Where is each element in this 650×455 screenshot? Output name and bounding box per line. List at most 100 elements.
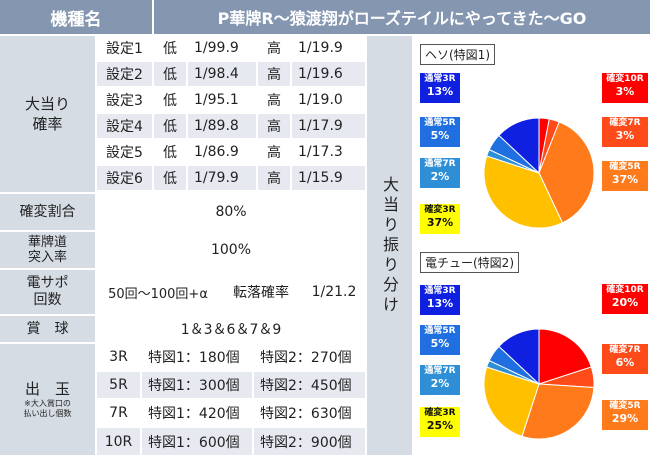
pie-slice-確変5R (521, 383, 595, 440)
jackpot-low-value: 1/99.9 (188, 36, 256, 60)
jackpot-low-label: 低 (154, 114, 186, 138)
pie-label-確変7R: 確変7R 3% (602, 117, 648, 147)
jackpot-high-value: 1/15.9 (292, 166, 365, 190)
pie-label-percent: 13% (426, 85, 454, 98)
pie-label-通常5R: 通常5R 5% (420, 117, 460, 147)
pie-label-name: 通常3R (424, 74, 456, 84)
jackpot-high-label: 高 (258, 88, 290, 112)
jackpot-low-value: 1/98.4 (188, 62, 256, 86)
pie-slice-確変3R (483, 155, 564, 229)
dedama-note-1: ※大入賞口の (24, 398, 71, 408)
dedama-note-2: 払い出し個数 (23, 408, 72, 418)
jackpot-setting: 設定3 (97, 88, 152, 112)
pie-slice-確変10R (538, 328, 592, 385)
pie-label-確変3R: 確変3R 25% (420, 407, 460, 437)
jackpot-low-label: 低 (154, 140, 186, 164)
pie-label-確変7R: 確変7R 6% (602, 344, 648, 374)
pie-slice-通常3R (498, 328, 540, 386)
dedama-tokuzu2: 特図2：270個 (254, 344, 365, 370)
pie-label-percent: 2% (430, 170, 450, 183)
model-label: 機種名 (0, 0, 152, 34)
dedama-tokuzu1: 特図1：300個 (142, 372, 252, 398)
hanpai-value: 100% (97, 232, 365, 268)
furiwake-label: 大当り振り分け (367, 36, 412, 455)
pie-label-percent: 20% (611, 296, 639, 309)
pie-label-name: 確変3R (424, 408, 456, 418)
pie-label-name: 確変7R (609, 118, 641, 128)
dedama-tokuzu2: 特図2：900個 (254, 428, 365, 455)
tenraku-label: 転落確率 (221, 270, 301, 314)
pie-label-name: 通常5R (424, 118, 456, 128)
pie-label-name: 通常5R (424, 326, 456, 336)
jackpot-high-label: 高 (258, 140, 290, 164)
dedama-tokuzu2: 特図2：630個 (254, 400, 365, 426)
jackpot-high-value: 1/19.0 (292, 88, 365, 112)
pie-label-percent: 3% (615, 129, 635, 142)
densapo-label: 電サポ 回数 (0, 270, 95, 314)
jackpot-setting: 設定6 (97, 166, 152, 190)
hanpai-label: 華牌道 突入率 (0, 232, 95, 268)
dedama-round: 7R (97, 400, 140, 426)
pie-label-name: 確変5R (609, 401, 641, 411)
pie-label-percent: 5% (430, 337, 450, 350)
pie-label-name: 確変5R (609, 162, 641, 172)
dedama-round: 3R (97, 344, 140, 370)
dedama-tokuzu1: 特図1：420個 (142, 400, 252, 426)
jackpot-high-value: 1/17.9 (292, 114, 365, 138)
pie-label-確変5R: 確変5R 37% (602, 161, 648, 191)
pie-label-name: 通常7R (424, 366, 456, 376)
jackpot-setting: 設定5 (97, 140, 152, 164)
jackpot-high-value: 1/19.9 (292, 36, 365, 60)
pie-label-percent: 25% (426, 419, 454, 432)
jackpot-low-value: 1/95.1 (188, 88, 256, 112)
shokyu-value: 1＆3＆6＆7＆9 (97, 316, 365, 342)
jackpot-low-label: 低 (154, 166, 186, 190)
shokyu-label: 賞 球 (0, 316, 95, 342)
jackpot-high-label: 高 (258, 36, 290, 60)
pie-label-percent: 37% (426, 216, 454, 229)
jackpot-high-label: 高 (258, 166, 290, 190)
pie-label-name: 通常7R (424, 159, 456, 169)
chart-title-denchu: 電チュー(特図2) (420, 252, 519, 273)
pie-label-percent: 13% (426, 297, 454, 310)
pie-slice-確変5R (538, 121, 595, 224)
jackpot-low-value: 1/79.9 (188, 166, 256, 190)
pie-label-通常3R: 通常3R 13% (420, 285, 460, 315)
pie-label-percent: 3% (615, 85, 635, 98)
kakuhen-value: 80% (97, 194, 365, 230)
jackpot-low-label: 低 (154, 88, 186, 112)
pie-chart-denchu (483, 328, 595, 440)
tenraku-value: 1/21.2 (303, 270, 365, 314)
pie-label-percent: 6% (615, 356, 635, 369)
model-title: P華牌R～猿渡翔がローズテイルにやってきた～GO (154, 0, 650, 34)
jackpot-low-value: 1/86.9 (188, 140, 256, 164)
pie-label-確変3R: 確変3R 37% (420, 204, 460, 234)
jackpot-high-label: 高 (258, 114, 290, 138)
pie-label-name: 確変3R (424, 205, 456, 215)
pie-slice-通常3R (498, 117, 540, 175)
pie-label-name: 確変10R (606, 74, 644, 84)
pie-label-確変5R: 確変5R 29% (602, 400, 648, 430)
pie-label-percent: 2% (430, 377, 450, 390)
dedama-round: 5R (97, 372, 140, 398)
pie-label-percent: 5% (430, 129, 450, 142)
pie-label-通常3R: 通常3R 13% (420, 73, 460, 103)
jackpot-high-label: 高 (258, 62, 290, 86)
jackpot-high-value: 1/19.6 (292, 62, 365, 86)
dedama-tokuzu1: 特図1：180個 (142, 344, 252, 370)
dedama-label: 出 玉 ※大入賞口の 払い出し個数 (0, 344, 95, 455)
pie-label-確変10R: 確変10R 3% (602, 73, 648, 103)
jackpot-label: 大当り 確率 (0, 36, 95, 192)
pie-label-通常7R: 通常7R 2% (420, 365, 460, 395)
chart-title-heso: ヘソ(特図1) (420, 44, 495, 65)
pie-label-通常7R: 通常7R 2% (420, 158, 460, 188)
pie-slice-確変3R (483, 366, 540, 437)
jackpot-setting: 設定4 (97, 114, 152, 138)
jackpot-low-label: 低 (154, 62, 186, 86)
pie-label-確変10R: 確変10R 20% (602, 284, 648, 314)
jackpot-setting: 設定2 (97, 62, 152, 86)
jackpot-setting: 設定1 (97, 36, 152, 60)
pie-label-percent: 29% (611, 412, 639, 425)
jackpot-low-label: 低 (154, 36, 186, 60)
pie-chart-heso (483, 117, 595, 229)
